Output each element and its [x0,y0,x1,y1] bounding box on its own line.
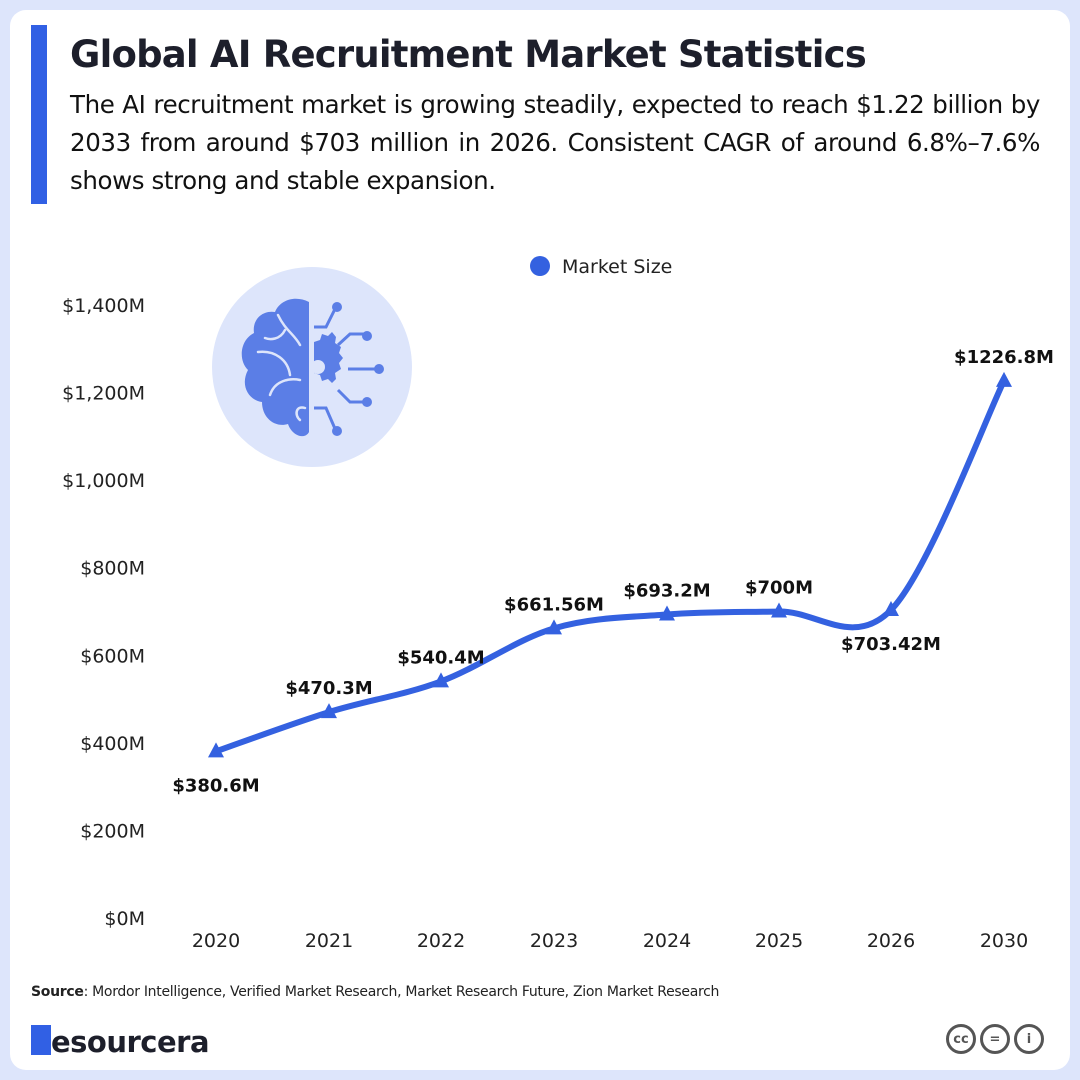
y-tick-label: $1,000M [62,470,145,492]
data-label: $703.42M [841,634,941,655]
data-point-marker [208,742,224,758]
y-tick-label: $1,200M [62,383,145,405]
data-point-marker [321,703,337,719]
y-tick-label: $0M [104,908,145,930]
x-tick-label: 2021 [305,930,353,952]
x-tick-label: 2022 [417,930,465,952]
y-tick-label: $600M [80,645,145,667]
title-accent-bar [31,25,47,204]
logo-text: esourcera [51,1025,210,1059]
data-label: $470.3M [285,678,372,699]
x-tick-label: 2025 [755,930,803,952]
cc-icon: cc [946,1024,976,1054]
page-title: Global AI Recruitment Market Statistics [70,33,867,76]
infographic-card [10,10,1070,1070]
legend-marker [530,256,550,276]
data-label: $540.4M [397,647,484,668]
data-label: $700M [745,578,813,599]
y-tick-label: $400M [80,733,145,755]
y-tick-label: $1,400M [62,295,145,317]
data-point-marker [771,602,787,618]
source-label: Source [31,984,84,1000]
source-note: Source: Mordor Intelligence, Verified Ma… [31,984,719,1000]
subtitle: The AI recruitment market is growing ste… [70,90,1040,195]
brain-ai-icon [212,267,412,467]
license-icons: cc = i [946,1024,1044,1054]
x-tick-label: 2026 [867,930,915,952]
data-label: $380.6M [172,775,259,796]
legend: Market Size [530,256,672,278]
nd-icon: = [980,1024,1010,1054]
legend-label: Market Size [562,256,672,278]
x-tick-label: 2023 [530,930,578,952]
by-icon: i [1014,1024,1044,1054]
data-point-marker [996,371,1012,387]
resourcera-logo: esourcera [31,1025,210,1059]
data-point-marker [546,619,562,635]
x-tick-label: 2020 [192,930,240,952]
x-tick-label: 2024 [643,930,691,952]
series-line [213,377,1007,755]
logo-mark-icon [31,1025,51,1055]
data-label: $1226.8M [954,347,1054,368]
y-tick-label: $200M [80,820,145,842]
data-point-marker [433,672,449,688]
source-text: : Mordor Intelligence, Verified Market R… [83,984,720,1000]
data-point-marker [659,605,675,621]
data-point-marker [883,601,899,617]
y-tick-label: $800M [80,558,145,580]
data-label: $661.56M [504,594,604,615]
x-tick-label: 2030 [980,930,1028,952]
data-label: $693.2M [623,580,710,601]
